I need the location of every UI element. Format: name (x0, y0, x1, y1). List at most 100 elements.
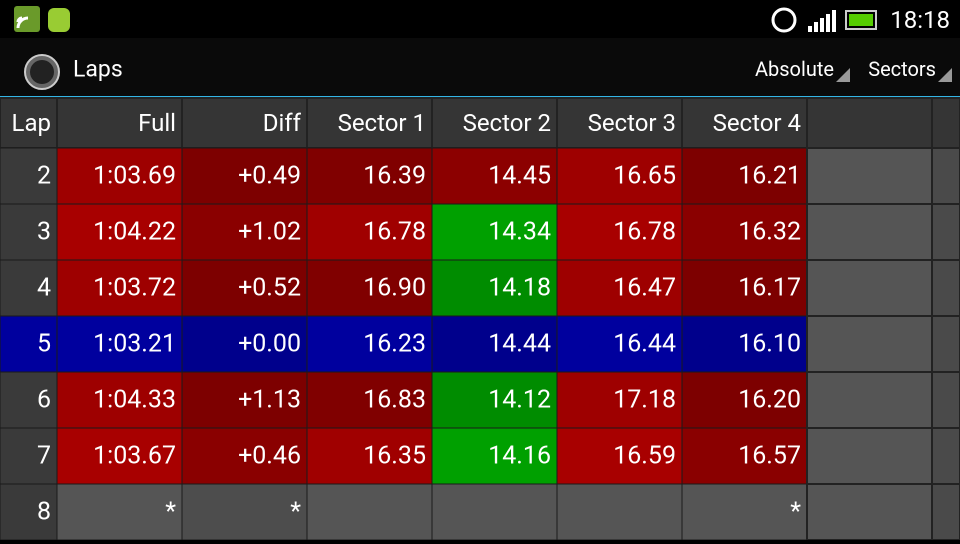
cell[interactable] (56, 315, 183, 373)
cell[interactable] (56, 259, 183, 317)
header-cell (806, 97, 933, 149)
cell[interactable] (556, 203, 683, 261)
battery-level (849, 14, 873, 26)
cell[interactable] (306, 259, 433, 317)
cell[interactable] (681, 259, 808, 317)
header-label: Sector 3 (588, 109, 676, 137)
lap-number: 7 (37, 442, 51, 471)
cell[interactable] (681, 203, 808, 261)
cell[interactable] (306, 315, 433, 373)
cell-value: 16.39 (363, 162, 426, 191)
cell-value: 16.32 (738, 218, 801, 247)
filler-cell (931, 203, 960, 261)
cell-value: +0.49 (238, 162, 301, 191)
cell-value: 16.10 (738, 330, 801, 359)
cell[interactable] (431, 483, 558, 541)
cell[interactable] (306, 483, 433, 541)
header-label: Diff (263, 109, 302, 137)
cell-value: 14.18 (488, 274, 551, 303)
lap-number: 5 (37, 330, 51, 359)
spinner-arrow (938, 68, 952, 82)
cell[interactable] (181, 203, 308, 261)
cell-value: * (165, 498, 176, 527)
cell[interactable] (681, 483, 808, 541)
action-bar (0, 38, 960, 96)
cell[interactable] (681, 371, 808, 429)
cell[interactable] (431, 315, 558, 373)
cell-value: +1.02 (238, 218, 301, 247)
cell-value: 16.57 (738, 442, 801, 471)
cell[interactable] (0, 371, 58, 429)
cell[interactable] (0, 147, 58, 205)
cell-value: 1:03.72 (93, 274, 176, 303)
header-row (0, 98, 960, 148)
cell-value: 14.16 (488, 442, 551, 471)
sectors-button[interactable]: Sectors (868, 57, 936, 81)
cell-value: 1:04.22 (93, 218, 176, 247)
filler-cell (931, 147, 960, 205)
spinner-arrow (836, 68, 850, 82)
status-bar (0, 0, 960, 38)
cell[interactable] (181, 259, 308, 317)
cell-value: 16.47 (613, 274, 676, 303)
cell-value: 16.35 (363, 442, 426, 471)
filler-cell (806, 259, 933, 317)
app-icon-face (30, 60, 54, 84)
filler-cell (931, 371, 960, 429)
cell[interactable] (431, 203, 558, 261)
cell[interactable] (556, 147, 683, 205)
battery-icon (845, 10, 877, 30)
cell-value: 16.65 (613, 162, 676, 191)
cell[interactable] (556, 371, 683, 429)
cell-value: 1:04.33 (93, 386, 176, 415)
absolute-button[interactable]: Absolute (755, 57, 834, 81)
cell-value: 16.83 (363, 386, 426, 415)
cell-value: 1:03.21 (93, 330, 176, 359)
cell[interactable] (681, 427, 808, 485)
cell-value: * (290, 498, 301, 527)
cast-icon (16, 16, 29, 29)
cell-value: * (790, 498, 801, 527)
cell[interactable] (306, 203, 433, 261)
lap-number: 4 (37, 274, 51, 303)
cell-value: 1:03.67 (93, 442, 176, 471)
cell-value: 14.34 (488, 218, 551, 247)
cell-value: 14.45 (488, 162, 551, 191)
alarm-icon (771, 7, 797, 33)
filler-cell (931, 315, 960, 373)
cell-value: 16.78 (613, 218, 676, 247)
filler-cell (806, 147, 933, 205)
cell-value: 16.17 (738, 274, 801, 303)
cell[interactable] (431, 371, 558, 429)
cell[interactable] (556, 259, 683, 317)
cell-value: 16.90 (363, 274, 426, 303)
header-label: Full (138, 109, 176, 137)
cell[interactable] (556, 483, 683, 541)
cell-value: 16.23 (363, 330, 426, 359)
header-label: Sector 4 (713, 109, 801, 137)
cell[interactable] (681, 315, 808, 373)
header-label: Sector 1 (338, 109, 426, 137)
cell[interactable] (556, 315, 683, 373)
filler-cell (806, 427, 933, 485)
laps-table: Lap Full Diff Sector 1 Sector 2 Sector 3 Secto… (0, 97, 960, 541)
clock: 18:18 (890, 6, 950, 34)
header-label: Lap (12, 109, 51, 137)
cell-value: 16.20 (738, 386, 801, 415)
cell[interactable] (56, 483, 183, 541)
filler-cell (806, 315, 933, 373)
filler-cell (931, 259, 960, 317)
cell[interactable] (0, 203, 58, 261)
filler-cell (931, 427, 960, 485)
cell-value: 16.21 (738, 162, 801, 191)
cell-value: 14.44 (488, 330, 551, 359)
filler-cell (806, 203, 933, 261)
cell-value: +0.52 (238, 274, 301, 303)
cell-value: +1.13 (238, 386, 301, 415)
cell[interactable] (56, 203, 183, 261)
cell-value: 14.12 (488, 386, 551, 415)
cell[interactable] (181, 483, 308, 541)
cell[interactable] (681, 147, 808, 205)
lap-number: 8 (37, 498, 51, 527)
cell[interactable] (0, 315, 58, 373)
